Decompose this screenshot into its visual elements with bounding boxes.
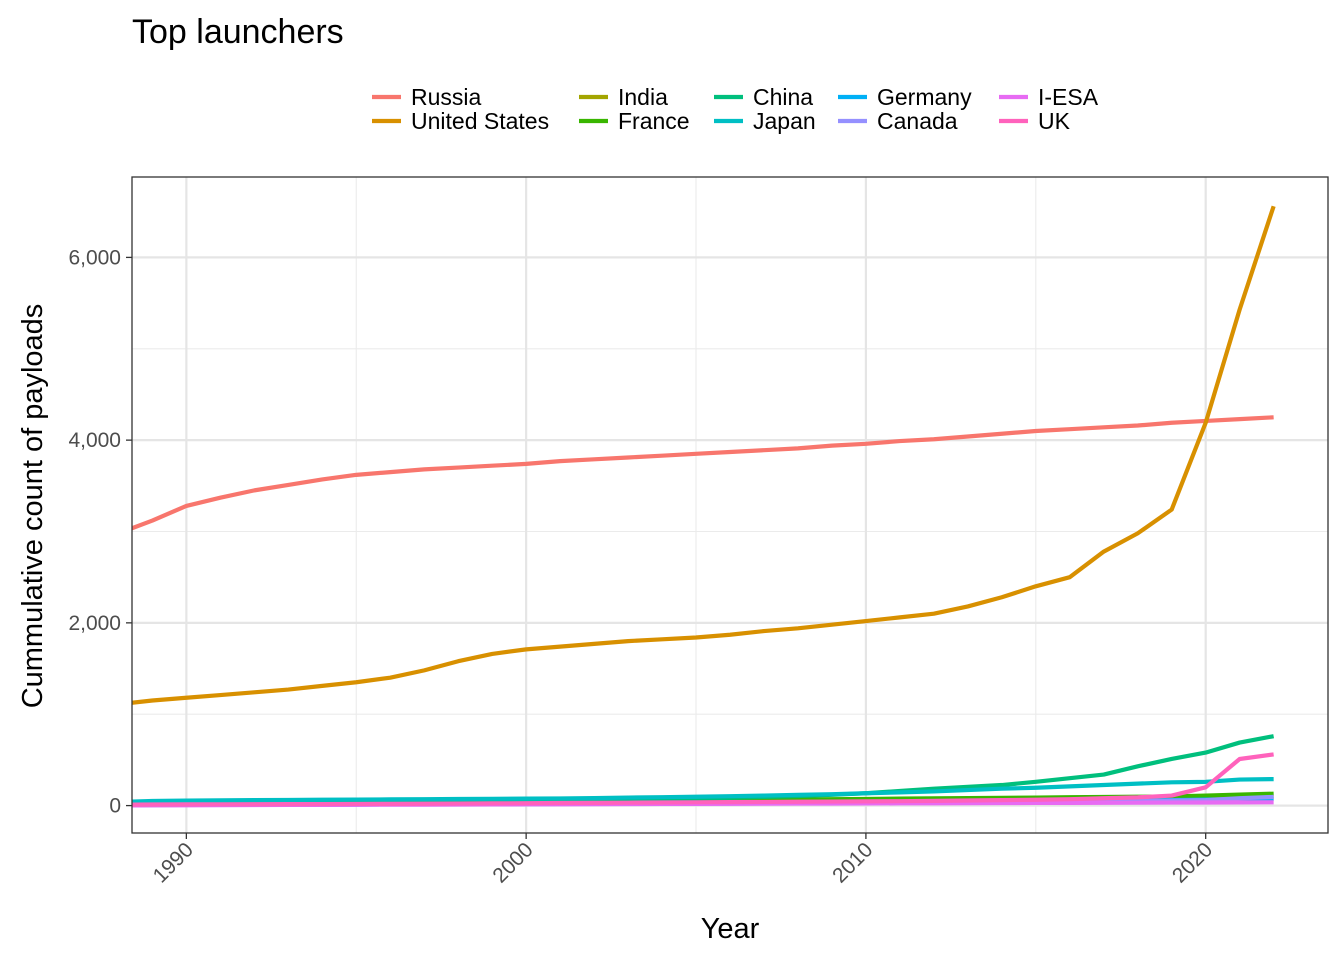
legend-item-russia: Russia <box>372 84 482 110</box>
chart-title: Top launchers <box>132 13 344 51</box>
x-tick-label: 2000 <box>488 838 537 887</box>
legend-label: Germany <box>877 84 972 110</box>
legend-item-i-esa: I-ESA <box>999 84 1099 110</box>
x-tick-label: 1990 <box>149 838 198 887</box>
y-tick-label: 6,000 <box>68 246 121 269</box>
legend-item-japan: Japan <box>714 108 816 134</box>
y-tick-label: 4,000 <box>68 429 121 452</box>
legend-label: I-ESA <box>1038 84 1099 110</box>
series-line-japan <box>132 776 1274 804</box>
x-axis: 1990 2000 2010 2020 <box>149 833 1217 888</box>
legend-label: UK <box>1038 108 1071 134</box>
legend-label: China <box>753 84 813 110</box>
legend-label: Canada <box>877 108 958 134</box>
legend-item-canada: Canada <box>838 108 958 134</box>
legend-item-china: China <box>714 84 813 110</box>
legend-item-united-states: United States <box>372 108 549 134</box>
series-line-united-states <box>132 205 1276 705</box>
legend-label: India <box>618 84 668 110</box>
legend-label: France <box>618 108 690 134</box>
plot-panel <box>131 176 1329 834</box>
y-tick-label: 2,000 <box>68 612 121 635</box>
legend-label: Russia <box>411 84 482 110</box>
legend-item-uk: UK <box>999 108 1071 134</box>
legend-item-india: India <box>579 84 668 110</box>
y-tick-label: 0 <box>109 795 121 818</box>
x-tick-label: 2020 <box>1168 838 1217 887</box>
x-axis-title: Year <box>701 913 760 945</box>
legend-item-germany: Germany <box>838 84 972 110</box>
y-axis-title: Cummulative count of payloads <box>17 304 49 709</box>
series-lines <box>132 205 1276 808</box>
legend-label: United States <box>411 108 549 134</box>
legend-label: Japan <box>753 108 816 134</box>
panel-border <box>131 176 1329 834</box>
panel-background <box>132 177 1328 833</box>
x-tick-label: 2010 <box>828 838 877 887</box>
series-line-russia <box>132 415 1274 531</box>
y-axis: 0 2,000 4,000 6,000 <box>68 246 132 818</box>
series-line-uk <box>132 752 1274 807</box>
legend-item-france: France <box>579 108 690 134</box>
